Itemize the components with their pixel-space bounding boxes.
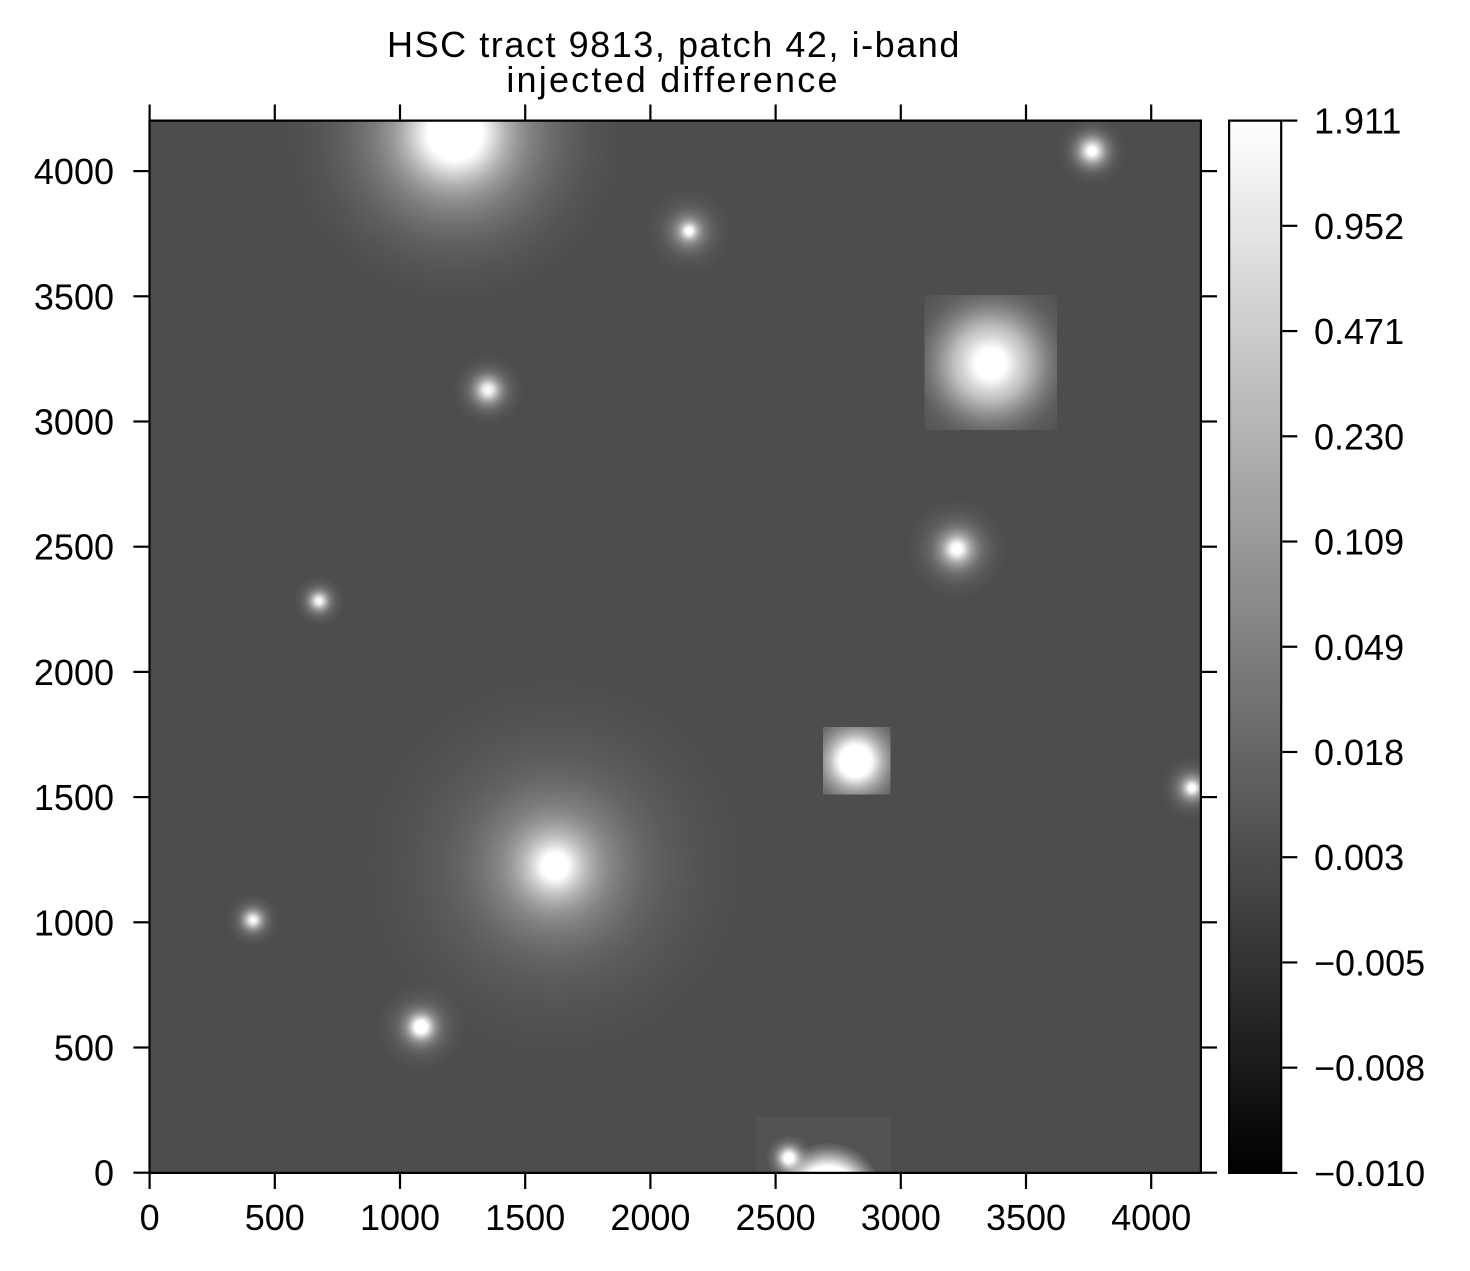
svg-text:0.471: 0.471: [1314, 311, 1404, 352]
svg-text:0.230: 0.230: [1314, 416, 1404, 457]
svg-text:−0.010: −0.010: [1314, 1153, 1425, 1194]
svg-text:1000: 1000: [34, 902, 114, 943]
svg-text:0.952: 0.952: [1314, 206, 1404, 247]
svg-text:4000: 4000: [34, 151, 114, 192]
svg-text:0: 0: [140, 1197, 160, 1238]
svg-text:0.109: 0.109: [1314, 522, 1404, 563]
svg-text:3500: 3500: [34, 276, 114, 317]
svg-text:1500: 1500: [485, 1197, 565, 1238]
svg-text:2000: 2000: [34, 652, 114, 693]
svg-text:3000: 3000: [861, 1197, 941, 1238]
svg-text:500: 500: [245, 1197, 305, 1238]
svg-text:1.911: 1.911: [1314, 101, 1401, 142]
svg-text:3000: 3000: [34, 402, 114, 443]
svg-text:1500: 1500: [34, 777, 114, 818]
svg-text:0.018: 0.018: [1314, 732, 1404, 773]
svg-text:−0.008: −0.008: [1314, 1048, 1425, 1089]
svg-text:0.049: 0.049: [1314, 627, 1404, 668]
svg-text:HSC tract 9813, patch 42, i-ba: HSC tract 9813, patch 42, i-band: [387, 24, 961, 65]
svg-text:2000: 2000: [610, 1197, 690, 1238]
svg-text:500: 500: [54, 1028, 114, 1069]
svg-text:4000: 4000: [1111, 1197, 1191, 1238]
svg-text:3500: 3500: [986, 1197, 1066, 1238]
svg-text:−0.005: −0.005: [1314, 942, 1425, 983]
svg-text:2500: 2500: [34, 527, 114, 568]
svg-text:0: 0: [94, 1153, 114, 1194]
svg-text:0.003: 0.003: [1314, 837, 1404, 878]
svg-text:injected difference: injected difference: [506, 59, 839, 100]
svg-text:1000: 1000: [360, 1197, 440, 1238]
svg-text:2500: 2500: [736, 1197, 816, 1238]
